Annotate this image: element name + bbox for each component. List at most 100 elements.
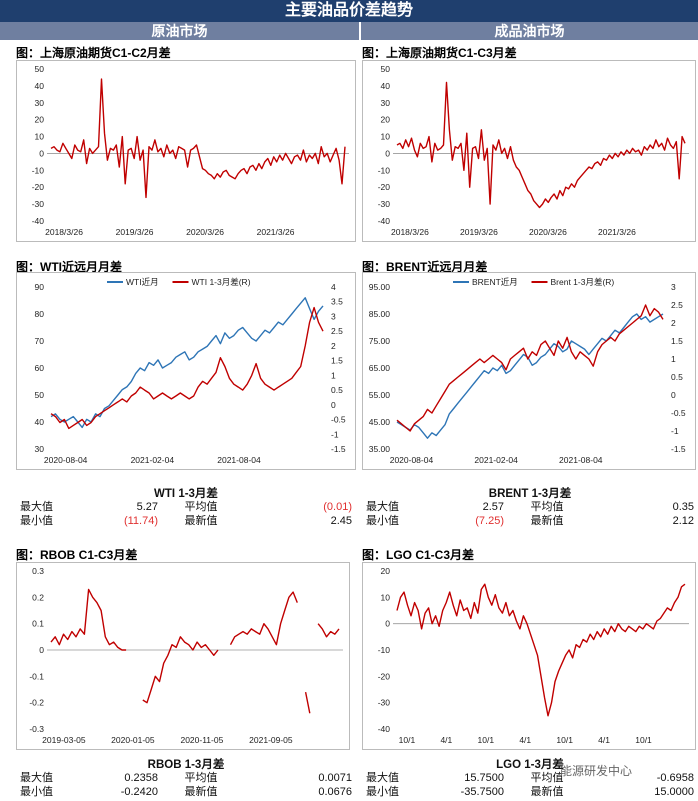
y-tick-label: 10	[381, 132, 391, 142]
stats-table-rbob: 最大值 0.2358 平均值 0.0071 最小值 -0.2420 最新值 0.0676	[16, 771, 356, 799]
watermark-text: 能源研发中心	[560, 764, 633, 778]
stat-value: (7.25)	[475, 515, 504, 527]
x-tick-label: 2020-08-04	[390, 455, 434, 465]
y2-tick-label: 1.5	[331, 356, 343, 366]
y-tick-label: -10	[378, 165, 391, 175]
y2-tick-label: 2.5	[331, 326, 343, 336]
chart-panel-wti: 90 80 70 60 50 40 30 4 3.5 3 2.5 2 1.5 1 0.5 0 -0.5 -1 -1.…	[16, 272, 356, 470]
y-tick-label: -40	[32, 216, 45, 226]
stat-label: 最小值	[20, 786, 53, 798]
x-tick-label: 10/1	[399, 735, 416, 745]
y-tick-label: 50	[381, 64, 391, 74]
y2-tick-label: 2.5	[671, 300, 683, 310]
stats-title-rbob: RBOB 1-3月差	[147, 759, 225, 771]
y-tick-label: 45.00	[369, 417, 391, 427]
section-header-crude: 原油市场	[0, 22, 359, 40]
y-tick-label: 85.00	[369, 309, 391, 319]
panel-title-sc-c1c3: 图：上海原油期货C1-C3月差	[362, 46, 517, 60]
stat-label: 最新值	[530, 786, 564, 798]
y-tick-label: 40	[35, 417, 45, 427]
series-line-0	[396, 583, 686, 717]
stat-value: 0.35	[672, 501, 694, 513]
stats-table-brent: 最大值 2.57 平均值 0.35 最小值 (7.25) 最新值 2.12	[362, 500, 698, 528]
stat-value: (11.74)	[123, 515, 158, 527]
y2-tick-label: -1	[331, 429, 339, 439]
y2-tick-label: 2	[671, 318, 676, 328]
series-line-0	[396, 313, 664, 439]
x-tick-label: 2020-11-05	[180, 735, 223, 745]
y-tick-label: 10	[35, 132, 45, 142]
stat-value: 5.27	[136, 501, 158, 513]
y2-tick-label: 3	[671, 282, 676, 292]
x-tick-label: 2018/3/26	[391, 227, 429, 237]
x-tick-label: 4/1	[519, 735, 531, 745]
stat-value: 0.0071	[318, 772, 352, 784]
x-tick-label: 2021-02-04	[131, 455, 175, 465]
stat-value: -0.2420	[120, 786, 158, 798]
stat-label: 最大值	[366, 501, 399, 513]
chart-wti: 90 80 70 60 50 40 30 4 3.5 3 2.5 2 1.5 1 0.5 0 -0.5 -1 -1.…	[35, 277, 346, 465]
y2-tick-label: -1.5	[331, 444, 346, 454]
chart-brent: 95.00 85.00 75.00 65.00 55.00 45.00 35.00 3 2.5 2…	[369, 277, 686, 465]
x-tick-label: 10/1	[635, 735, 652, 745]
series-line-0	[50, 297, 324, 429]
x-tick-label: 2021/3/26	[257, 227, 295, 237]
y2-tick-label: 1.5	[671, 336, 683, 346]
y-tick-label: -20	[378, 182, 391, 192]
panel-title-lgo: 图：LGO C1-C3月差	[362, 548, 475, 562]
stat-value: 0.0676	[318, 786, 352, 798]
series-line-0	[396, 81, 686, 209]
stat-label: 最小值	[366, 786, 399, 798]
stat-label: 最大值	[366, 772, 399, 784]
y-tick-label: 95.00	[369, 282, 391, 292]
y-tick-label: 55.00	[369, 390, 391, 400]
y2-tick-label: 0	[331, 400, 336, 410]
x-tick-label: 2020-01-05	[111, 735, 155, 745]
y-tick-label: -0.3	[29, 724, 44, 734]
y2-tick-label: 0.5	[331, 385, 343, 395]
stats-title-brent: BRENT 1-3月差	[488, 488, 572, 500]
y-tick-label: 90	[35, 282, 45, 292]
stats-title-wti: WTI 1-3月差	[154, 488, 218, 500]
stat-value: 15.7500	[464, 772, 504, 784]
y-tick-label: 20	[381, 115, 391, 125]
y2-tick-label: -1.5	[671, 444, 686, 454]
page-title: 主要油品价差趋势	[0, 0, 698, 22]
x-tick-label: 2020/3/26	[529, 227, 567, 237]
x-tick-label: 4/1	[440, 735, 452, 745]
y-tick-label: -40	[378, 724, 391, 734]
panel-title-sc-c1c2: 图：上海原油期货C1-C2月差	[16, 46, 171, 60]
chart-panel-lgo: 20 10 0 -10 -20 -30 -40 10/1 4/1 10/1 4/1 10/1 4/1 10…	[362, 562, 696, 750]
x-tick-label: 2019/3/26	[116, 227, 154, 237]
x-tick-label: 2019/3/26	[460, 227, 498, 237]
y-tick-label: -10	[32, 165, 45, 175]
stat-value: 2.45	[330, 515, 352, 527]
y-tick-label: -20	[32, 182, 45, 192]
chart-panel-sc-c1c3: 50 40 30 20 10 0 -10 -20 -30 -40 2018/3/26 2019/3/2…	[362, 60, 696, 242]
y-tick-label: 50	[35, 64, 45, 74]
y-tick-label: 40	[35, 81, 45, 91]
x-tick-label: 2020-08-04	[44, 455, 88, 465]
series-line-0	[50, 588, 340, 714]
y2-tick-label: 1	[671, 354, 676, 364]
y-tick-label: -20	[378, 671, 391, 681]
section-header-products: 成品油市场	[361, 22, 698, 40]
stat-value: (0.01)	[323, 501, 352, 513]
y-tick-label: -0.1	[29, 671, 44, 681]
y-tick-label: 30	[35, 444, 45, 454]
y2-tick-label: 0	[671, 390, 676, 400]
y-tick-label: -30	[378, 199, 391, 209]
stat-value: 0.2358	[124, 772, 158, 784]
y2-tick-label: 2	[331, 341, 336, 351]
y-tick-label: 0	[39, 148, 44, 158]
panel-title-wti: 图：WTI近远月月差	[16, 260, 122, 274]
stat-label: 最新值	[184, 515, 218, 527]
stats-table-wti: 最大值 5.27 平均值 (0.01) 最小值 (11.74) 最新值 2.45	[16, 500, 356, 528]
y-tick-label: 80	[35, 309, 45, 319]
y-tick-label: 65.00	[369, 363, 391, 373]
stat-value: 2.57	[482, 501, 504, 513]
stat-label: 平均值	[530, 501, 564, 513]
stat-label: 最新值	[530, 515, 564, 527]
stat-value: -35.7500	[460, 786, 504, 798]
